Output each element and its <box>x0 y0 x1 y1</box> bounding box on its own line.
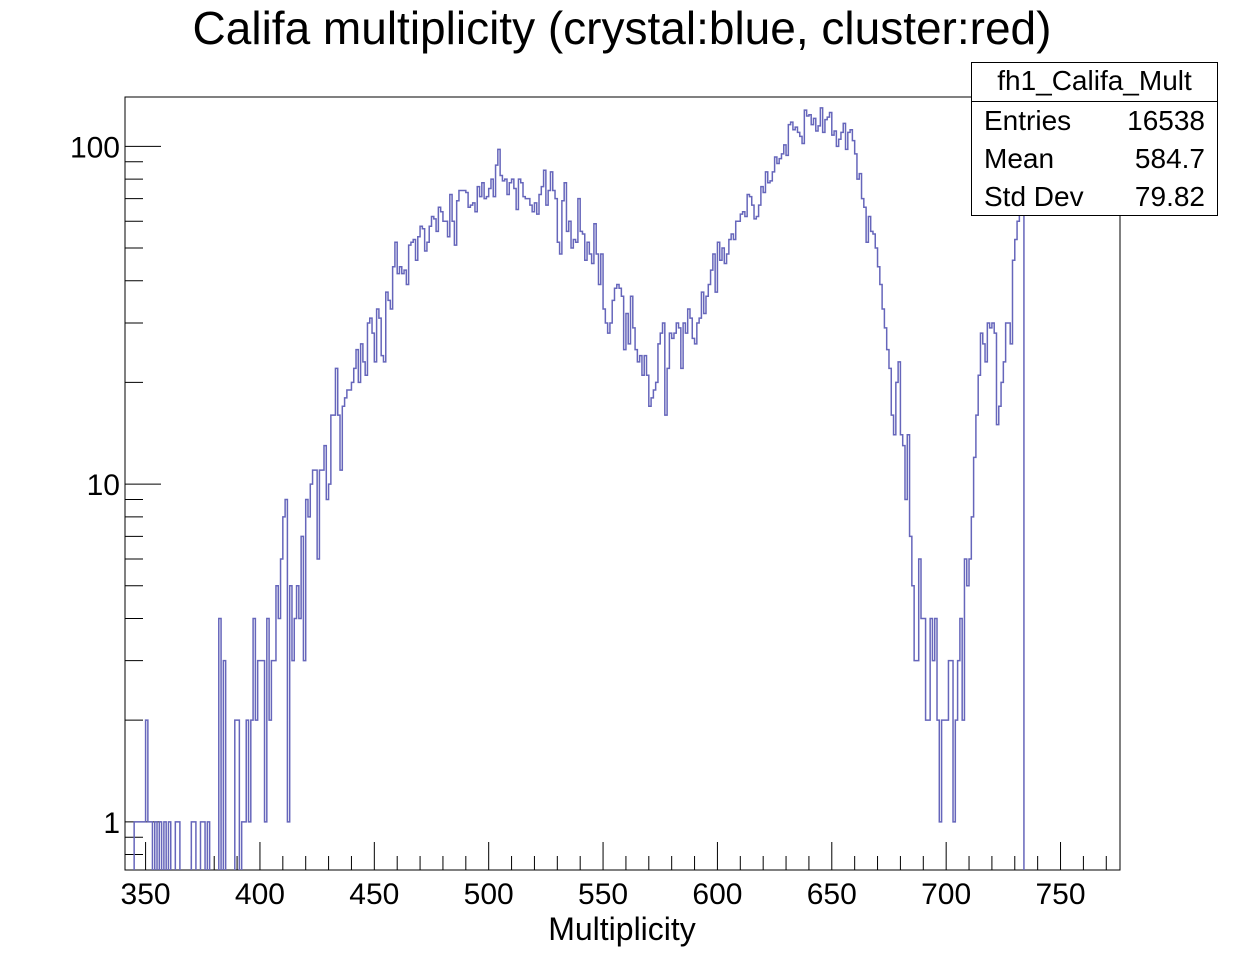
stats-row-entries: Entries 16538 <box>972 102 1217 140</box>
plot-frame <box>124 96 1121 871</box>
x-axis-ticks <box>145 842 1107 870</box>
x-tick-label: 550 <box>578 878 628 911</box>
x-tick-label: 400 <box>235 878 285 911</box>
stats-stddev-label: Std Dev <box>984 181 1084 212</box>
x-tick-label: 650 <box>807 878 857 911</box>
x-tick-label: 600 <box>692 878 742 911</box>
stats-box: fh1_Califa_Mult Entries 16538 Mean 584.7… <box>971 62 1218 216</box>
x-tick-label: 750 <box>1035 878 1085 911</box>
histogram-series-line <box>133 107 1025 870</box>
x-tick-label: 700 <box>921 878 971 911</box>
stats-stddev-value: 79.82 <box>1134 181 1205 212</box>
chart-title: Califa multiplicity (crystal:blue, clust… <box>193 2 1052 54</box>
y-tick-label: 10 <box>87 469 120 502</box>
x-tick-label: 450 <box>349 878 399 911</box>
stats-mean-value: 584.7 <box>1134 143 1205 174</box>
stats-entries-label: Entries <box>984 105 1072 136</box>
stats-row-stddev: Std Dev 79.82 <box>972 178 1217 216</box>
x-tick-label: 350 <box>121 878 171 911</box>
stats-row-mean: Mean 584.7 <box>972 140 1217 178</box>
y-axis-tick-labels: 1 10 100 <box>70 131 120 839</box>
stats-title: fh1_Califa_Mult <box>972 63 1217 102</box>
x-axis-tick-labels: 350 400 450 500 550 600 650 700 750 <box>121 878 1086 911</box>
stats-mean-label: Mean <box>984 143 1055 174</box>
y-axis-ticks <box>125 145 161 856</box>
y-tick-label: 100 <box>70 131 120 164</box>
stats-entries-value: 16538 <box>1127 105 1205 136</box>
x-tick-label: 500 <box>464 878 514 911</box>
x-axis-label: Multiplicity <box>548 911 696 947</box>
y-tick-label: 1 <box>103 807 120 840</box>
